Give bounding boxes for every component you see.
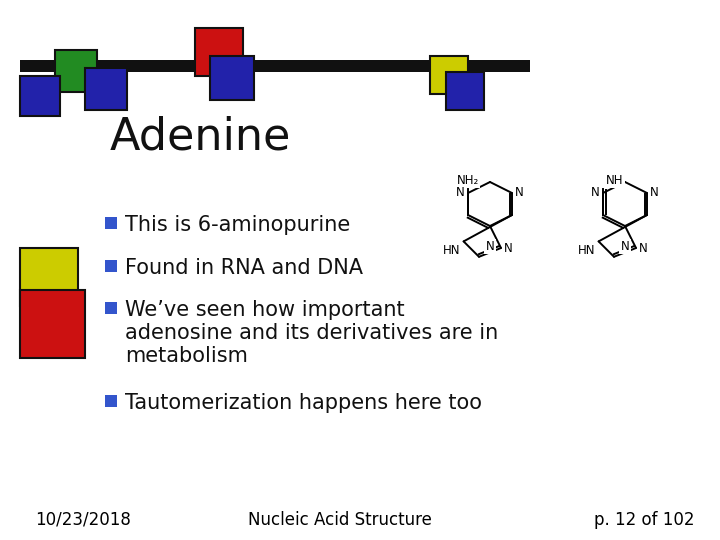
Text: 10/23/2018: 10/23/2018: [35, 511, 131, 529]
Text: N: N: [650, 186, 659, 199]
Text: Nucleic Acid Structure: Nucleic Acid Structure: [248, 511, 432, 529]
Bar: [105, 260, 117, 272]
Text: N: N: [456, 186, 465, 199]
Bar: [105, 395, 117, 407]
Bar: [20, 290, 85, 358]
Text: HN: HN: [578, 245, 595, 258]
Text: Found in RNA and DNA: Found in RNA and DNA: [125, 258, 363, 278]
Text: We’ve seen how important
adenosine and its derivatives are in
metabolism: We’ve seen how important adenosine and i…: [125, 300, 498, 367]
Text: Adenine: Adenine: [110, 115, 292, 158]
Bar: [430, 56, 468, 94]
Text: N: N: [591, 186, 600, 199]
Text: This is 6-aminopurine: This is 6-aminopurine: [125, 215, 350, 235]
Bar: [105, 302, 117, 314]
Bar: [195, 28, 243, 76]
Bar: [105, 217, 117, 229]
Bar: [85, 68, 127, 110]
Bar: [20, 76, 60, 116]
Text: N: N: [639, 241, 648, 254]
Bar: [20, 248, 78, 306]
Text: p. 12 of 102: p. 12 of 102: [595, 511, 695, 529]
Bar: [20, 60, 530, 72]
Text: N: N: [504, 241, 513, 254]
Text: N: N: [485, 240, 495, 253]
Text: N: N: [621, 240, 629, 253]
Text: N: N: [515, 186, 523, 199]
Bar: [210, 56, 254, 100]
Text: NH: NH: [606, 173, 624, 187]
Text: HN: HN: [443, 245, 461, 258]
Text: NH₂: NH₂: [457, 173, 479, 187]
Text: Tautomerization happens here too: Tautomerization happens here too: [125, 393, 482, 413]
Bar: [55, 50, 97, 92]
Bar: [446, 72, 484, 110]
